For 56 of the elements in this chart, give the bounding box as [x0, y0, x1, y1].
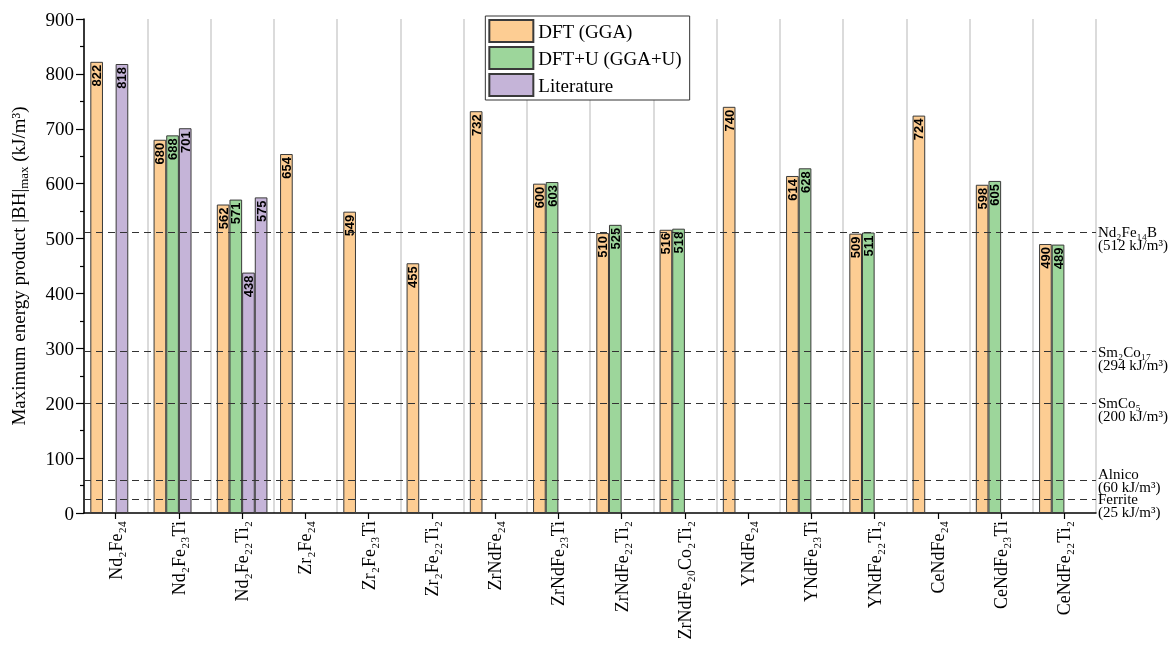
x-tick-label: ZrNdFe₂₄ — [485, 521, 506, 591]
data-label: 724 — [911, 117, 927, 141]
x-tick-label: Zr₂Fe₂₂Ti₂ — [421, 521, 442, 597]
y-tick-label: 500 — [45, 228, 74, 250]
data-label: 603 — [544, 185, 560, 207]
ref-line-label: SmCo₅ (200 kJ/m³) — [1098, 395, 1168, 426]
data-label: 600 — [531, 186, 547, 209]
x-tick-label: ZrNdFe₂₃Ti — [548, 521, 569, 606]
y-tick-label: 600 — [45, 173, 74, 195]
y-tick-label: 0 — [64, 502, 74, 524]
x-tick-label: CeNdFe₂₂Ti₂ — [1054, 521, 1075, 616]
x-tick-label: Nd₂Fe₂₂Ti₂ — [232, 521, 253, 602]
y-tick-label: 200 — [45, 392, 74, 414]
data-label: 516 — [658, 232, 674, 255]
ref-line-label: Sm₂Co₁₇ (294 kJ/m³) — [1098, 343, 1168, 374]
x-tick-label: Zr₂Fe₂₃Ti — [358, 521, 379, 591]
y-tick-label: 400 — [45, 282, 74, 304]
x-tick-label: YNdFe₂₄ — [738, 521, 759, 587]
data-label: 489 — [1050, 247, 1066, 270]
y-tick-label: 900 — [45, 8, 74, 30]
data-label: 575 — [253, 200, 269, 223]
legend-label: DFT (GGA) — [538, 20, 633, 43]
y-tick-label: 800 — [45, 63, 74, 85]
data-label: 571 — [228, 202, 244, 225]
data-label: 438 — [240, 275, 256, 298]
data-label: 518 — [671, 231, 687, 254]
data-label: 490 — [1037, 247, 1053, 269]
data-label: 598 — [974, 187, 990, 210]
x-tick-label: CeNdFe₂₄ — [927, 521, 948, 594]
x-tick-label: ZrNdFe₂₀Co₂Ti₂ — [674, 521, 695, 640]
x-tick-label: ZrNdFe₂₂Ti₂ — [611, 521, 632, 613]
data-label: 549 — [342, 214, 358, 237]
data-label: 822 — [89, 64, 105, 87]
x-tick-label: Nd₂Fe₂₃Ti — [168, 521, 189, 596]
data-label: 680 — [152, 142, 168, 165]
x-tick-label: Nd₂Fe₂₄ — [105, 521, 126, 580]
y-tick-label: 700 — [45, 118, 74, 140]
x-tick-label: Zr₂Fe₂₄ — [295, 521, 316, 575]
x-tick-label: YNdFe₂₃Ti — [801, 521, 822, 602]
ref-line-label: Nd₂Fe₁₄B (512 kJ/m³) — [1098, 223, 1168, 254]
legend-label: Literature — [538, 74, 614, 96]
y-tick-label: 100 — [45, 447, 74, 469]
data-label: 614 — [784, 178, 800, 201]
data-label: 818 — [114, 67, 130, 89]
y-axis-title: Maximum energy product |BH|max (kJ/m³) — [8, 106, 31, 426]
legend-label: DFT+U (GGA+U) — [538, 47, 682, 70]
data-label: 654 — [278, 156, 294, 179]
y-tick-label: 300 — [45, 337, 74, 359]
data-label: 740 — [721, 109, 737, 132]
data-label: 732 — [468, 114, 484, 136]
x-tick-label: CeNdFe₂₃Ti — [991, 521, 1012, 609]
data-label: 605 — [987, 183, 1003, 206]
x-tick-label: YNdFe₂₂Ti₂ — [864, 521, 885, 609]
data-label: 628 — [797, 171, 813, 193]
data-label: 562 — [215, 207, 231, 230]
data-label: 455 — [405, 266, 421, 288]
